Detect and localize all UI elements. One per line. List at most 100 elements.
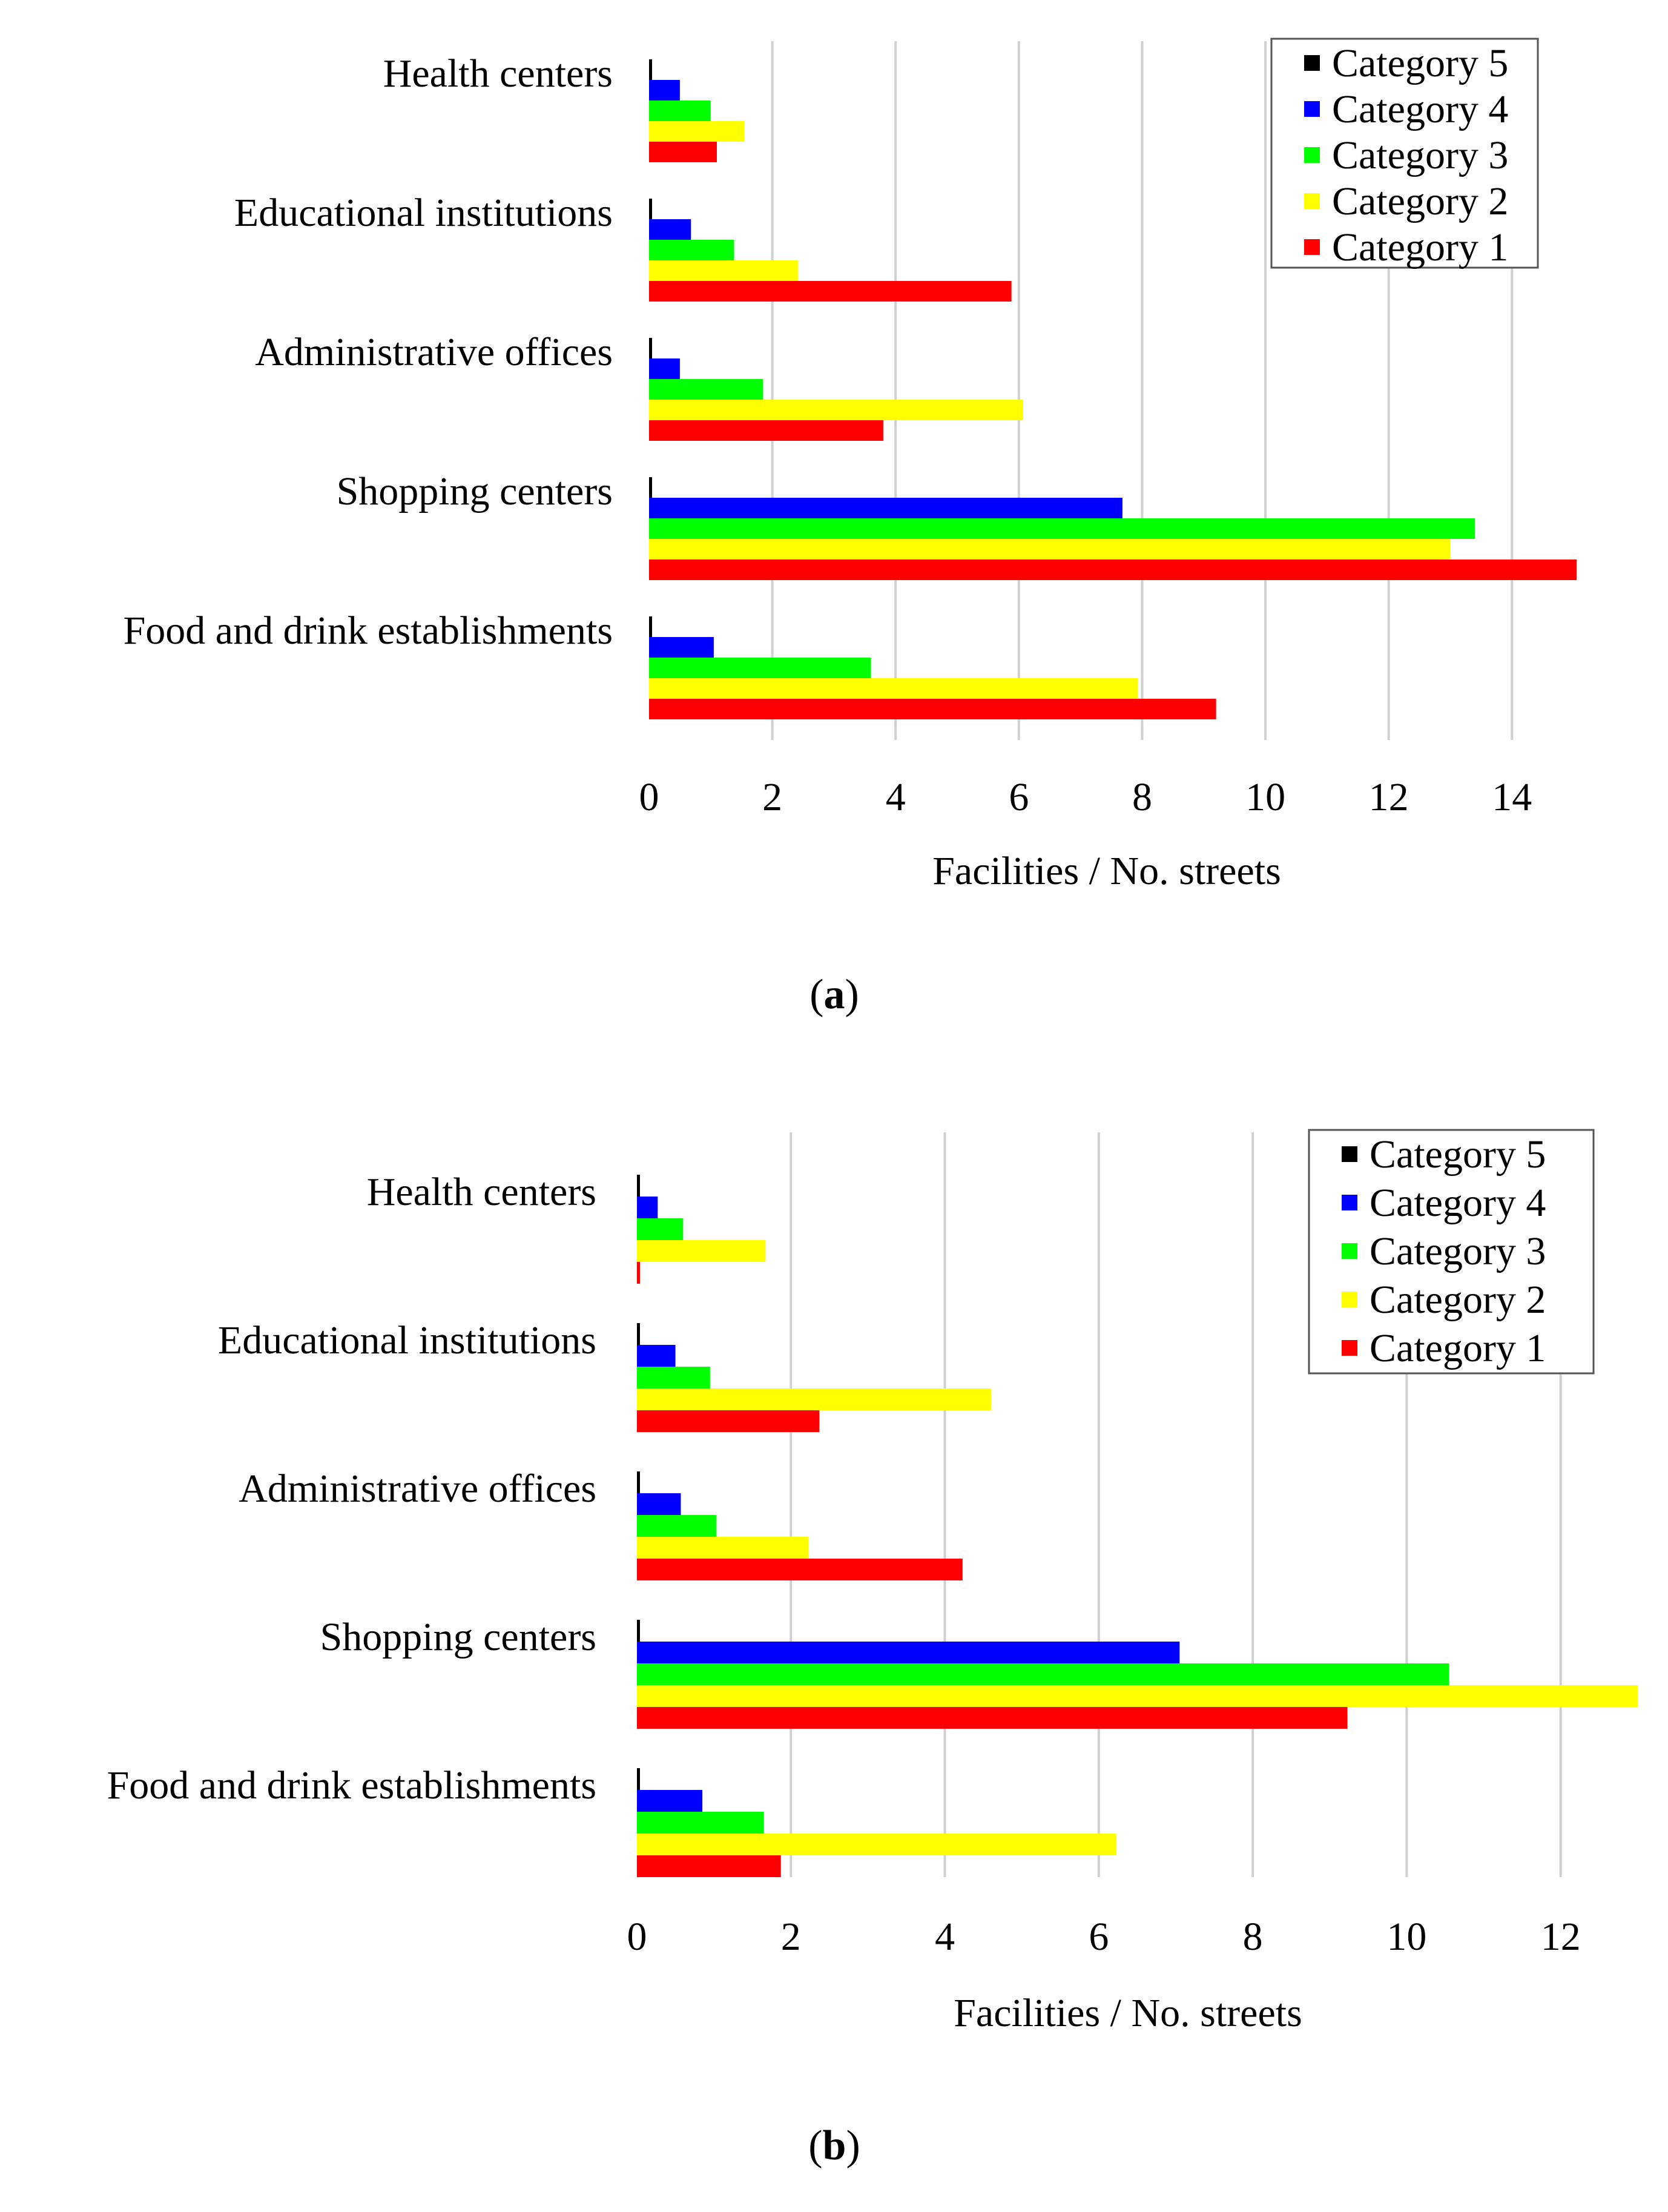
bar-b-health-centers-category-5	[637, 1175, 640, 1197]
legend-swatch-a-category-3	[1304, 147, 1320, 163]
x-tick-label-b-8: 8	[1243, 1915, 1263, 1959]
panel-paren-open-a: (	[809, 971, 823, 1018]
bar-b-food-and-drink-establishments-category-2	[637, 1834, 1117, 1855]
legend-label-b-category-3: Category 3	[1370, 1229, 1546, 1273]
bar-b-administrative-offices-category-5	[637, 1471, 640, 1493]
bar-a-health-centers-category-5	[649, 59, 652, 80]
tick-labels-b: 0 2 4 6 8 10 12	[627, 1915, 1581, 1959]
category-label-a-shopping-centers: Shopping centers	[337, 469, 613, 513]
chart-b: Health centers Educational institutions Ad…	[107, 1129, 1638, 2169]
bar-b-health-centers-category-1	[637, 1262, 640, 1284]
category-label-b-shopping-centers: Shopping centers	[320, 1615, 596, 1659]
bar-a-educational-institutions-category-1	[649, 281, 1012, 302]
bar-a-educational-institutions-category-2	[649, 260, 799, 281]
bar-a-health-centers-category-2	[649, 121, 745, 142]
category-label-a-health-centers: Health centers	[383, 51, 613, 96]
category-labels-a: Health centers Educational institutions Ad…	[124, 51, 613, 653]
panel-label-a: (a)	[809, 971, 859, 1018]
bar-a-health-centers-category-1	[649, 142, 717, 162]
bar-a-health-centers-category-4	[649, 80, 680, 101]
chart-a: Health centers Educational institutions Ad…	[124, 38, 1577, 1018]
x-tick-label-a-10: 10	[1245, 775, 1285, 819]
bar-b-educational-institutions-category-4	[637, 1345, 676, 1367]
bar-a-food-and-drink-establishments-category-5	[649, 616, 652, 637]
legend-label-b-category-1: Category 1	[1370, 1326, 1546, 1370]
bar-b-educational-institutions-category-3	[637, 1367, 710, 1388]
bar-b-shopping-centers-category-3	[637, 1663, 1449, 1685]
bar-b-health-centers-category-3	[637, 1218, 684, 1240]
bar-b-food-and-drink-establishments-category-1	[637, 1855, 781, 1877]
x-axis-label-b: Facilities / No. streets	[954, 1991, 1302, 2035]
bar-b-shopping-centers-category-1	[637, 1707, 1348, 1729]
x-tick-label-b-4: 4	[935, 1915, 955, 1959]
category-label-b-educational-institutions: Educational institutions	[218, 1318, 596, 1362]
x-tick-label-b-10: 10	[1386, 1915, 1426, 1959]
x-tick-label-a-2: 2	[762, 775, 782, 819]
legend-swatch-b-category-5	[1342, 1146, 1357, 1162]
bar-b-food-and-drink-establishments-category-4	[637, 1790, 703, 1812]
bar-b-shopping-centers-category-2	[637, 1685, 1638, 1707]
bar-b-educational-institutions-category-5	[637, 1323, 640, 1345]
x-tick-label-a-6: 6	[1009, 775, 1029, 819]
legend-label-b-category-5: Category 5	[1370, 1132, 1546, 1177]
panel-paren-close-b: )	[846, 2122, 860, 2169]
x-tick-label-a-12: 12	[1369, 775, 1409, 819]
legend-label-a-category-3: Category 3	[1332, 133, 1508, 177]
x-tick-label-b-0: 0	[627, 1915, 647, 1959]
bar-a-shopping-centers-category-4	[649, 498, 1122, 518]
bar-a-educational-institutions-category-4	[649, 219, 691, 240]
legend-label-a-category-5: Category 5	[1332, 41, 1508, 85]
x-axis-label-a: Facilities / No. streets	[932, 849, 1281, 893]
bars-a	[649, 59, 1577, 719]
category-label-b-administrative-offices: Administrative offices	[239, 1467, 596, 1511]
panel-letter-a: a	[824, 971, 845, 1018]
bar-a-administrative-offices-category-3	[649, 379, 763, 400]
bar-a-shopping-centers-category-3	[649, 518, 1475, 539]
legend-swatch-b-category-2	[1342, 1292, 1357, 1307]
bar-b-health-centers-category-4	[637, 1197, 658, 1218]
legend-swatch-a-category-2	[1304, 193, 1320, 209]
x-tick-label-b-6: 6	[1089, 1915, 1109, 1959]
bar-a-educational-institutions-category-5	[649, 199, 652, 219]
bar-a-shopping-centers-category-1	[649, 560, 1577, 580]
category-label-a-educational-institutions: Educational institutions	[234, 191, 613, 235]
x-tick-label-a-14: 14	[1492, 775, 1532, 819]
legend-swatch-a-category-1	[1304, 239, 1320, 255]
bar-a-shopping-centers-category-2	[649, 539, 1451, 560]
x-tick-label-a-4: 4	[886, 775, 906, 819]
bar-b-shopping-centers-category-5	[637, 1620, 640, 1642]
bar-b-health-centers-category-2	[637, 1240, 766, 1262]
panel-label-b: (b)	[808, 2122, 860, 2169]
bar-a-administrative-offices-category-1	[649, 420, 883, 441]
bar-a-food-and-drink-establishments-category-1	[649, 699, 1216, 719]
x-tick-label-b-2: 2	[781, 1915, 801, 1959]
category-label-b-health-centers: Health centers	[367, 1170, 596, 1214]
x-tick-label-b-12: 12	[1541, 1915, 1581, 1959]
bar-b-administrative-offices-category-3	[637, 1515, 716, 1537]
x-tick-label-a-0: 0	[639, 775, 659, 819]
legend-label-b-category-2: Category 2	[1370, 1278, 1546, 1322]
bar-a-administrative-offices-category-5	[649, 338, 652, 358]
bar-a-shopping-centers-category-5	[649, 477, 652, 498]
panel-paren-close-a: )	[845, 971, 859, 1018]
legend-swatch-b-category-1	[1342, 1340, 1357, 1356]
bar-a-health-centers-category-3	[649, 101, 711, 121]
bar-b-food-and-drink-establishments-category-3	[637, 1812, 764, 1834]
bar-b-shopping-centers-category-4	[637, 1642, 1180, 1663]
bar-b-administrative-offices-category-1	[637, 1559, 963, 1580]
bar-b-educational-institutions-category-2	[637, 1388, 991, 1410]
x-tick-label-a-8: 8	[1132, 775, 1152, 819]
category-labels-b: Health centers Educational institutions Ad…	[107, 1170, 596, 1808]
bar-b-administrative-offices-category-2	[637, 1537, 809, 1559]
bars-b	[637, 1175, 1638, 1877]
bar-a-educational-institutions-category-3	[649, 240, 734, 260]
legend-label-b-category-4: Category 4	[1370, 1181, 1546, 1225]
legend-label-a-category-1: Category 1	[1332, 225, 1508, 269]
panel-paren-open-b: (	[808, 2122, 822, 2169]
panel-letter-b: b	[823, 2122, 846, 2169]
bar-a-administrative-offices-category-2	[649, 400, 1023, 420]
bar-b-administrative-offices-category-4	[637, 1493, 681, 1515]
